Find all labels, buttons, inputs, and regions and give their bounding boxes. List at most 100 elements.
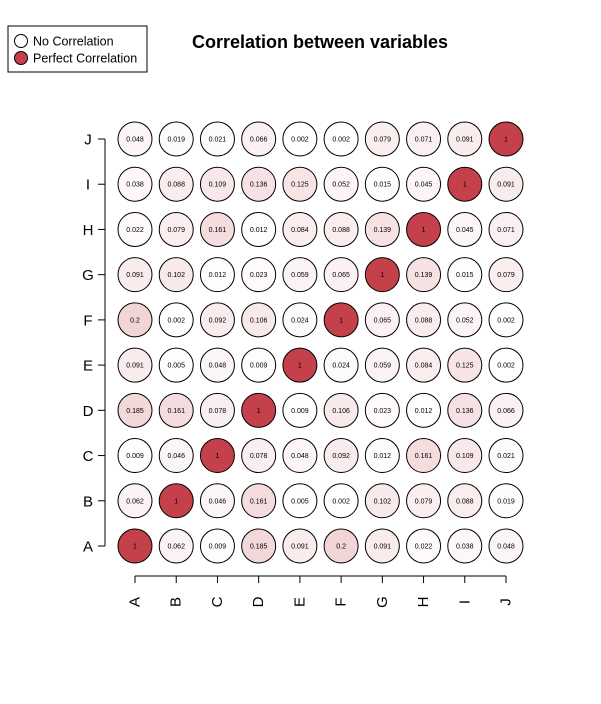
correlation-circle-F-D <box>323 392 359 428</box>
correlation-circle-H-E <box>406 347 442 383</box>
correlation-circle-E-A <box>282 528 318 564</box>
correlation-circle-D-A <box>241 528 277 564</box>
correlation-circle-D-C <box>241 438 277 474</box>
correlation-value-E-E: 1 <box>298 363 302 370</box>
correlation-value-D-E: 0.009 <box>250 363 268 370</box>
correlation-value-D-C: 0.078 <box>250 453 268 460</box>
correlation-value-G-A: 0.091 <box>374 544 392 551</box>
correlation-value-J-A: 0.048 <box>497 544 515 551</box>
correlation-circle-H-B <box>406 483 442 519</box>
correlation-value-A-E: 0.091 <box>126 363 144 370</box>
correlation-circle-E-J <box>282 121 318 157</box>
correlation-value-A-C: 0.009 <box>126 453 144 460</box>
legend: No Correlation Perfect Correlation <box>7 25 148 73</box>
correlation-circle-H-C <box>406 438 442 474</box>
correlation-circle-H-F <box>406 302 442 338</box>
x-tick-label: H <box>415 597 432 608</box>
correlation-value-I-C: 0.109 <box>456 453 474 460</box>
correlation-circle-E-D <box>282 392 318 428</box>
correlation-circle-I-I <box>447 166 483 202</box>
correlation-value-I-F: 0.052 <box>456 317 474 324</box>
correlation-circle-A-B <box>117 483 153 519</box>
correlation-value-F-J: 0.002 <box>332 137 350 144</box>
correlation-circle-C-J <box>199 121 235 157</box>
correlation-value-I-E: 0.125 <box>456 363 474 370</box>
correlation-value-A-D: 0.185 <box>126 408 144 415</box>
correlation-circle-B-I <box>158 166 194 202</box>
correlation-value-A-G: 0.091 <box>126 272 144 279</box>
correlation-value-I-A: 0.038 <box>456 544 474 551</box>
correlation-value-H-E: 0.084 <box>415 363 433 370</box>
correlation-value-J-B: 0.019 <box>497 498 515 505</box>
correlation-value-I-G: 0.015 <box>456 272 474 279</box>
correlation-circle-C-F <box>199 302 235 338</box>
correlation-circle-F-F <box>323 302 359 338</box>
correlation-value-B-F: 0.002 <box>167 317 185 324</box>
correlation-value-B-J: 0.019 <box>167 137 185 144</box>
correlation-circle-J-I <box>488 166 524 202</box>
correlation-value-C-D: 0.078 <box>209 408 227 415</box>
legend-label-perfect-correlation: Perfect Correlation <box>33 52 137 66</box>
y-tick-label: D <box>83 403 94 420</box>
correlation-value-C-B: 0.046 <box>209 498 227 505</box>
correlation-value-I-J: 0.091 <box>456 137 474 144</box>
x-axis: A B C D E F G H I J <box>127 575 515 608</box>
correlation-circle-G-J <box>364 121 400 157</box>
y-tick-label: C <box>83 448 94 465</box>
correlation-cells: 1 0.062 0.009 0.185 0.091 0.2 0.091 0.022 0.038 0… <box>117 121 524 564</box>
correlation-value-A-H: 0.022 <box>126 227 144 234</box>
x-tick-label: J <box>498 598 515 606</box>
correlation-circle-H-G <box>406 257 442 293</box>
correlation-value-F-F: 1 <box>339 317 343 324</box>
correlation-circle-D-D <box>241 392 277 428</box>
correlation-circle-I-D <box>447 392 483 428</box>
correlation-value-I-I: 1 <box>463 182 467 189</box>
correlation-circle-G-D <box>364 392 400 428</box>
y-tick-label: A <box>83 539 93 556</box>
correlation-circle-J-A <box>488 528 524 564</box>
correlation-circle-F-H <box>323 211 359 247</box>
correlation-value-A-I: 0.038 <box>126 182 144 189</box>
correlation-circle-D-G <box>241 257 277 293</box>
correlation-circle-F-G <box>323 257 359 293</box>
correlation-value-A-J: 0.048 <box>126 137 144 144</box>
correlation-circle-B-B <box>158 483 194 519</box>
y-tick-label: I <box>86 177 90 194</box>
correlation-value-J-G: 0.079 <box>497 272 515 279</box>
correlation-value-H-D: 0.012 <box>415 408 433 415</box>
correlation-value-C-F: 0.092 <box>209 317 227 324</box>
correlation-value-B-H: 0.079 <box>167 227 185 234</box>
y-tick-label: H <box>83 222 94 239</box>
correlation-value-B-C: 0.046 <box>167 453 185 460</box>
correlation-circle-J-J <box>488 121 524 157</box>
correlation-value-C-A: 0.009 <box>209 544 227 551</box>
correlation-circle-J-B <box>488 483 524 519</box>
correlation-circle-C-C <box>199 438 235 474</box>
correlation-circle-J-G <box>488 257 524 293</box>
correlation-circle-F-J <box>323 121 359 157</box>
correlation-value-G-G: 1 <box>380 272 384 279</box>
correlation-circle-B-A <box>158 528 194 564</box>
correlation-value-C-H: 0.161 <box>209 227 227 234</box>
correlation-circle-I-A <box>447 528 483 564</box>
correlation-value-B-A: 0.062 <box>167 544 185 551</box>
x-tick-label: E <box>291 597 308 607</box>
correlation-circle-E-B <box>282 483 318 519</box>
correlation-value-I-B: 0.088 <box>456 498 474 505</box>
y-axis: A B C D E F G H I J <box>82 132 106 556</box>
correlation-circle-F-I <box>323 166 359 202</box>
correlation-circle-A-F <box>117 302 153 338</box>
x-tick-label: D <box>250 596 267 607</box>
correlation-circle-G-H <box>364 211 400 247</box>
legend-swatch-perfect-correlation <box>14 51 28 65</box>
correlation-value-G-J: 0.079 <box>374 137 392 144</box>
correlation-circle-D-F <box>241 302 277 338</box>
correlation-circle-H-A <box>406 528 442 564</box>
correlation-value-C-G: 0.012 <box>209 272 227 279</box>
correlation-value-D-A: 0.185 <box>250 544 268 551</box>
correlation-value-G-I: 0.015 <box>374 182 392 189</box>
correlation-circle-B-C <box>158 438 194 474</box>
correlation-circle-E-I <box>282 166 318 202</box>
correlation-value-F-C: 0.092 <box>332 453 350 460</box>
